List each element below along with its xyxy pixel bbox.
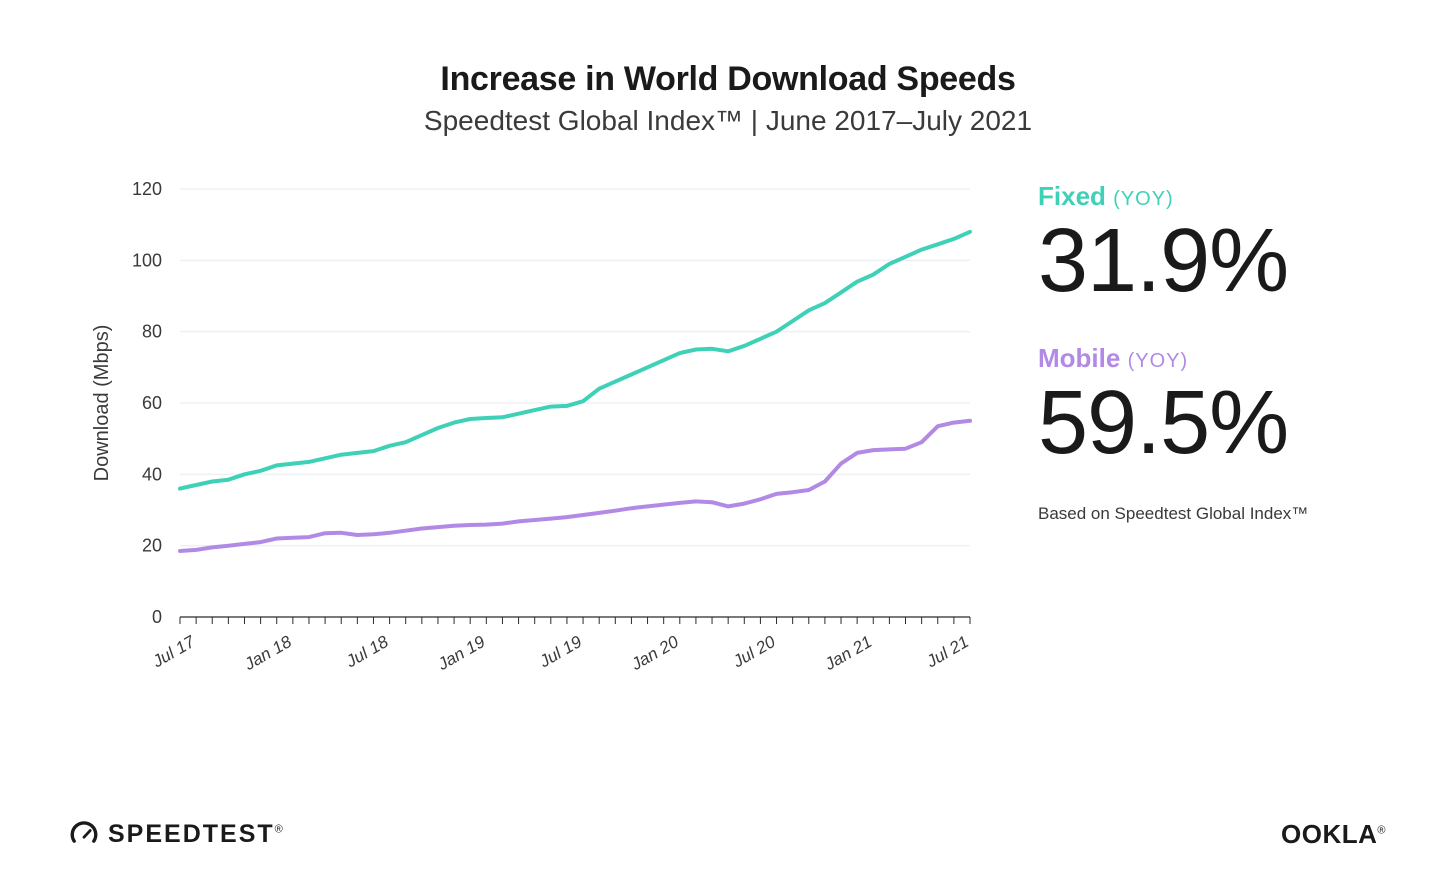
chart-svg: 0 20 40 60 80 100 120 Jul 17 Jan 18 Jul 18 Jan 19 J… — [70, 177, 990, 677]
stat-fixed-yoy: (YOY) — [1113, 188, 1174, 210]
stat-mobile: Mobile (YOY) 59.5% — [1038, 343, 1308, 471]
y-tick-label: 100 — [132, 250, 162, 270]
x-tick-label: Jul 21 — [922, 632, 972, 672]
content-row: 0 20 40 60 80 100 120 Jul 17 Jan 18 Jul 18 Jan 19 J… — [70, 177, 1386, 682]
stat-fixed-name: Fixed — [1038, 181, 1106, 211]
brand-ookla: OOKLA® — [1281, 819, 1386, 850]
x-tick-label: Jan 21 — [821, 632, 876, 674]
stat-mobile-name: Mobile — [1038, 343, 1120, 373]
stat-mobile-yoy: (YOY) — [1128, 350, 1189, 372]
series-fixed — [180, 232, 970, 489]
x-tick-label: Jul 18 — [342, 632, 392, 672]
footer: SPEEDTEST® OOKLA® — [70, 819, 1386, 850]
x-tick-label: Jan 20 — [627, 632, 682, 675]
line-chart: 0 20 40 60 80 100 120 Jul 17 Jan 18 Jul 18 Jan 19 J… — [70, 177, 990, 682]
brand-speedtest: SPEEDTEST® — [70, 820, 285, 849]
brand-speedtest-text: SPEEDTEST® — [108, 820, 285, 849]
series-mobile — [180, 421, 970, 551]
stat-mobile-label: Mobile (YOY) — [1038, 343, 1308, 374]
y-axis-label: Download (Mbps) — [91, 325, 113, 482]
gauge-icon — [70, 821, 98, 849]
stats-footnote: Based on Speedtest Global Index™ — [1038, 504, 1308, 524]
y-tick-label: 80 — [142, 322, 162, 342]
x-tick-label: Jul 19 — [535, 632, 585, 672]
x-tick-label: Jan 18 — [240, 632, 295, 675]
stat-fixed-label: Fixed (YOY) — [1038, 181, 1308, 212]
x-tick-label: Jul 20 — [729, 632, 779, 672]
y-tick-label: 60 — [142, 393, 162, 413]
y-tick-label: 20 — [142, 536, 162, 556]
title-block: Increase in World Download Speeds Speedt… — [70, 60, 1386, 137]
y-tick-label: 40 — [142, 464, 162, 484]
y-tick-label: 0 — [152, 607, 162, 627]
chart-subtitle: Speedtest Global Index™ | June 2017–July… — [70, 105, 1386, 137]
y-tick-label: 120 — [132, 179, 162, 199]
stat-mobile-value: 59.5% — [1038, 376, 1308, 471]
chart-title: Increase in World Download Speeds — [70, 60, 1386, 99]
chart-container: Increase in World Download Speeds Speedt… — [0, 0, 1456, 896]
x-tick-label: Jan 19 — [434, 632, 489, 675]
stat-fixed: Fixed (YOY) 31.9% — [1038, 181, 1308, 309]
x-tick-label: Jul 17 — [148, 632, 198, 672]
stat-fixed-value: 31.9% — [1038, 214, 1308, 309]
side-stats: Fixed (YOY) 31.9% Mobile (YOY) 59.5% Bas… — [990, 177, 1308, 682]
